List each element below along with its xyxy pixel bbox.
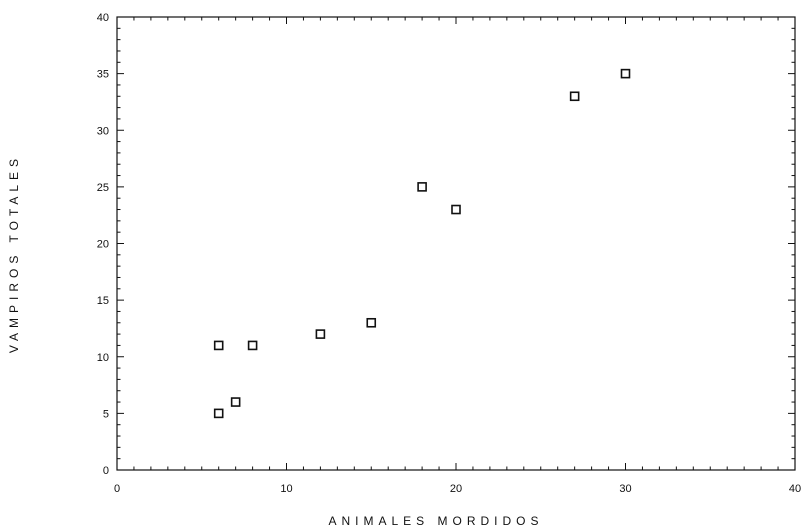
- x-tick-label: 20: [450, 483, 462, 495]
- y-tick-label: 15: [97, 295, 109, 307]
- y-tick-label: 5: [103, 408, 109, 420]
- plot-frame: [116, 16, 796, 471]
- data-point: [230, 397, 241, 407]
- x-tick-label: 30: [619, 483, 631, 495]
- x-tick-label: 10: [280, 483, 292, 495]
- data-point: [417, 182, 427, 192]
- data-point: [247, 340, 258, 351]
- x-axis-title: ANIMALES MORDIDOS: [328, 514, 543, 528]
- y-tick-label: 20: [97, 239, 109, 251]
- y-axis-title: VAMPIROS TOTALES: [7, 154, 21, 353]
- data-point: [569, 91, 580, 102]
- x-tick-label: 40: [789, 483, 801, 495]
- data-point: [213, 408, 224, 419]
- y-tick-label: 0: [103, 465, 109, 477]
- data-points: [213, 68, 631, 419]
- x-axis: 0 10 20 30 40: [114, 17, 801, 495]
- y-tick-label: 30: [97, 125, 109, 137]
- data-point: [366, 317, 377, 328]
- y-tick-label: 35: [97, 69, 109, 81]
- y-tick-label: 25: [97, 182, 109, 194]
- y-tick-label: 40: [97, 12, 109, 24]
- y-axis: 0 5 10 15 20 25 30 35 40: [97, 12, 795, 477]
- data-point: [213, 340, 224, 351]
- data-point: [620, 68, 631, 79]
- data-point: [315, 329, 326, 339]
- y-tick-label: 10: [97, 352, 109, 364]
- x-tick-label: 0: [114, 483, 120, 495]
- data-point: [451, 204, 461, 215]
